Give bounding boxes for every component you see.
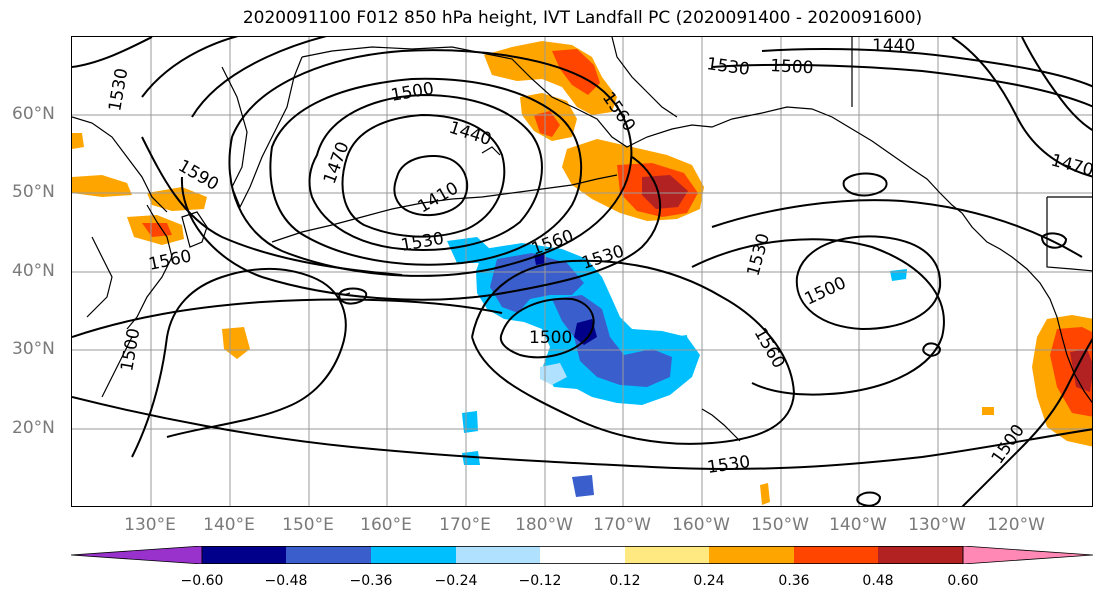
ivt-positive-region	[982, 407, 994, 415]
ivt-positive-region	[1070, 349, 1092, 392]
contour-label: 1410	[415, 178, 462, 217]
colorbar-segment	[540, 546, 625, 564]
ivt-positive-region	[552, 49, 600, 95]
lon-tick-label: 180°W	[515, 515, 573, 535]
lon-tick-label: 160°E	[360, 515, 412, 535]
colorbar-segment	[286, 546, 371, 564]
colorbar-segment	[371, 546, 456, 564]
ivt-positive-region	[642, 175, 688, 209]
colorbar-tick-label: −0.60	[180, 573, 224, 589]
ivt-positive-region	[72, 175, 132, 197]
lat-tick-label: 50°N	[12, 182, 55, 202]
lat-tick-label: 60°N	[12, 104, 55, 124]
contour-label: 1530	[744, 231, 775, 278]
lon-tick-label: 150°E	[282, 515, 334, 535]
colorbar-tick-label: 0.60	[947, 573, 979, 589]
ivt-negative-region	[552, 295, 672, 387]
ivt-negative-region	[672, 335, 688, 349]
ivt-positive-region	[760, 483, 770, 505]
colorbar	[71, 546, 1094, 564]
coastlines	[72, 37, 1092, 442]
lon-tick-label: 130°W	[908, 515, 966, 535]
contour-label: 1560	[750, 325, 789, 372]
contour-label: 1500	[117, 327, 144, 373]
lat-tick-label: 30°N	[12, 339, 55, 359]
contour-label: 1530	[705, 54, 751, 80]
lon-tick-label: 130°E	[124, 515, 176, 535]
graticule	[72, 37, 1092, 506]
colorbar-tick-label: 0.48	[862, 573, 894, 589]
lat-tick-label: 20°N	[12, 418, 55, 438]
ivt-negative-region	[890, 269, 907, 281]
colorbar-segment	[625, 546, 709, 564]
lon-tick-label: 150°W	[751, 515, 809, 535]
contour-label: 1530	[105, 67, 132, 113]
lon-tick-label: 160°W	[672, 515, 730, 535]
colorbar-extend-min	[71, 546, 203, 564]
ivt-positive-region	[222, 327, 250, 359]
contour-label: 1440	[872, 37, 915, 56]
map-title: 2020091100 F012 850 hPa height, IVT Land…	[242, 8, 923, 28]
map-panel: 1410 1440 1470 1500 1530 1560 1590 1530 …	[71, 36, 1093, 507]
colorbar-tick-label: −0.48	[264, 573, 308, 589]
contour-label: 1440	[446, 118, 493, 150]
ivt-positive-region	[534, 111, 560, 137]
colorbar-segment	[202, 546, 286, 564]
ivt-negative-region	[540, 363, 567, 385]
colorbar-extend-max	[962, 546, 1094, 564]
lat-tick-label: 40°N	[12, 261, 55, 281]
contour-label: 1500	[529, 328, 572, 348]
ivt-negative-region	[447, 237, 490, 263]
lon-tick-label: 120°W	[987, 515, 1045, 535]
lon-tick-label: 170°W	[593, 515, 651, 535]
ivt-negative-region	[462, 411, 478, 433]
colorbar-segment	[878, 546, 963, 564]
ivt-positive-region	[1050, 327, 1092, 417]
colorbar-tick-label: 0.12	[609, 573, 641, 589]
lon-tick-label: 170°E	[439, 515, 491, 535]
colorbar-segment	[794, 546, 878, 564]
colorbar-tick-label: −0.24	[434, 573, 478, 589]
contour-label: 1500	[770, 56, 814, 78]
contour-label: 1470	[1049, 151, 1093, 182]
colorbar-tick-label: 0.24	[693, 573, 725, 589]
contour-label: 1530	[706, 452, 752, 478]
contour-label: 1470	[320, 139, 354, 186]
lon-tick-label: 140°W	[829, 515, 887, 535]
contour-label: 1500	[802, 273, 850, 309]
ivt-negative-region	[572, 475, 594, 497]
colorbar-tick-label: −0.36	[349, 573, 393, 589]
map-canvas: 1410 1440 1470 1500 1530 1560 1590 1530 …	[72, 37, 1093, 506]
height-contours	[72, 37, 1092, 506]
colorbar-tick-label: 0.36	[778, 573, 810, 589]
contour-label: 1500	[988, 421, 1029, 468]
ivt-negative-region	[490, 253, 584, 313]
contour-label: 1530	[399, 229, 445, 256]
contour-label: 1560	[147, 246, 193, 275]
ivt-negative-region	[574, 319, 597, 345]
colorbar-segment	[709, 546, 794, 564]
ivt-positive-region	[72, 133, 84, 149]
contour-label: 1500	[389, 79, 435, 106]
colorbar-tick-label: −0.12	[518, 573, 562, 589]
lon-tick-label: 140°E	[203, 515, 255, 535]
colorbar-segment	[456, 546, 540, 564]
